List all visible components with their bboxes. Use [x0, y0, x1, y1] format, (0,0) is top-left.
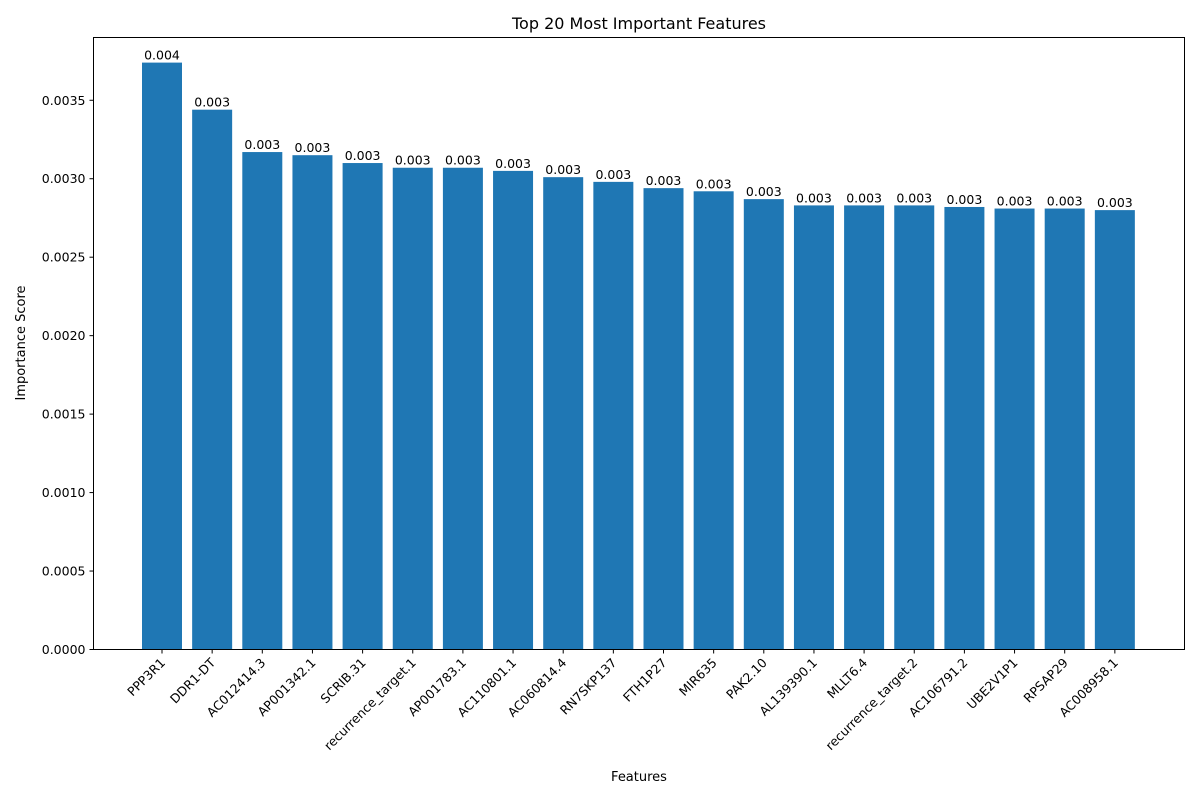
- bar-0: [142, 62, 182, 650]
- x-tick-label-10: FTH1P27: [620, 655, 670, 705]
- data-label-7: 0.003: [495, 156, 531, 171]
- bar-16: [944, 206, 985, 650]
- bar-2: [242, 152, 283, 650]
- bar-5: [392, 167, 433, 650]
- data-label-14: 0.003: [846, 190, 882, 205]
- bars-group: [142, 62, 1135, 650]
- x-tick-label-18: RPSAP29: [1020, 655, 1071, 706]
- x-tick-label-0: PPP3R1: [124, 655, 168, 699]
- x-tick-label-17: UBE2V1P1: [964, 655, 1021, 712]
- x-tick-label-4: SCRIB.31: [317, 655, 368, 706]
- plot-frame: [93, 37, 1185, 650]
- data-label-9: 0.003: [595, 167, 631, 182]
- bar-4: [342, 163, 383, 650]
- x-tick-label-15: recurrence_target.2: [822, 655, 920, 753]
- bar-13: [793, 205, 834, 650]
- chart-title: Top 20 Most Important Features: [511, 14, 766, 33]
- data-label-8: 0.003: [545, 162, 581, 177]
- y-axis: 0.0000 0.0005 0.0010 0.0015 0.0020 0.0025 0.00…: [42, 93, 94, 657]
- x-tick-label-5: recurrence_target.1: [321, 655, 419, 753]
- data-label-13: 0.003: [796, 190, 832, 205]
- data-label-4: 0.003: [345, 148, 381, 163]
- bar-19: [1094, 210, 1135, 650]
- bar-18: [1044, 208, 1085, 650]
- bar-17: [994, 208, 1035, 650]
- bar-15: [894, 205, 935, 650]
- x-tick-label-11: MIR635: [676, 655, 720, 699]
- bar-1: [192, 109, 233, 650]
- data-label-1: 0.003: [194, 95, 230, 110]
- bar-7: [493, 170, 534, 650]
- data-label-2: 0.003: [244, 137, 280, 152]
- y-tick-label-1: 0.0005: [42, 564, 86, 579]
- bar-12: [743, 199, 784, 650]
- data-labels-group: 0.004 0.003 0.003 0.003 0.003 0.003 0.003 0.003…: [144, 48, 1133, 211]
- x-axis-label: Features: [611, 770, 667, 785]
- data-label-0: 0.004: [144, 48, 180, 63]
- data-label-10: 0.003: [646, 173, 682, 188]
- data-label-5: 0.003: [395, 153, 431, 168]
- bar-6: [442, 167, 483, 650]
- y-tick-label-2: 0.0010: [42, 485, 86, 500]
- bar-8: [543, 177, 584, 650]
- y-tick-label-6: 0.0030: [42, 171, 86, 186]
- data-label-18: 0.003: [1047, 194, 1083, 209]
- y-tick-label-0: 0.0000: [42, 642, 86, 657]
- bar-3: [292, 155, 333, 650]
- data-label-12: 0.003: [746, 184, 782, 199]
- data-label-15: 0.003: [896, 190, 932, 205]
- data-label-6: 0.003: [445, 153, 481, 168]
- x-tick-label-12: PAK2.10: [723, 655, 770, 702]
- x-tick-label-14: MLLT6.4: [824, 655, 870, 701]
- bar-10: [643, 188, 684, 650]
- bar-9: [593, 181, 634, 650]
- y-tick-label-3: 0.0015: [42, 407, 86, 422]
- data-label-19: 0.003: [1097, 195, 1133, 210]
- bar-11: [693, 191, 734, 650]
- bar-14: [844, 205, 885, 650]
- data-label-11: 0.003: [696, 176, 732, 191]
- data-label-16: 0.003: [947, 192, 983, 207]
- data-label-3: 0.003: [295, 140, 331, 155]
- data-label-17: 0.003: [997, 194, 1033, 209]
- x-tick-label-1: DDR1-DT: [167, 655, 219, 707]
- y-tick-label-7: 0.0035: [42, 93, 86, 108]
- y-tick-label-4: 0.0020: [42, 328, 86, 343]
- y-tick-label-5: 0.0025: [42, 250, 86, 265]
- y-axis-label: Importance Score: [14, 285, 29, 400]
- x-axis: PPP3R1DDR1-DTAC012414.3AP001342.1SCRIB.3…: [124, 649, 1121, 753]
